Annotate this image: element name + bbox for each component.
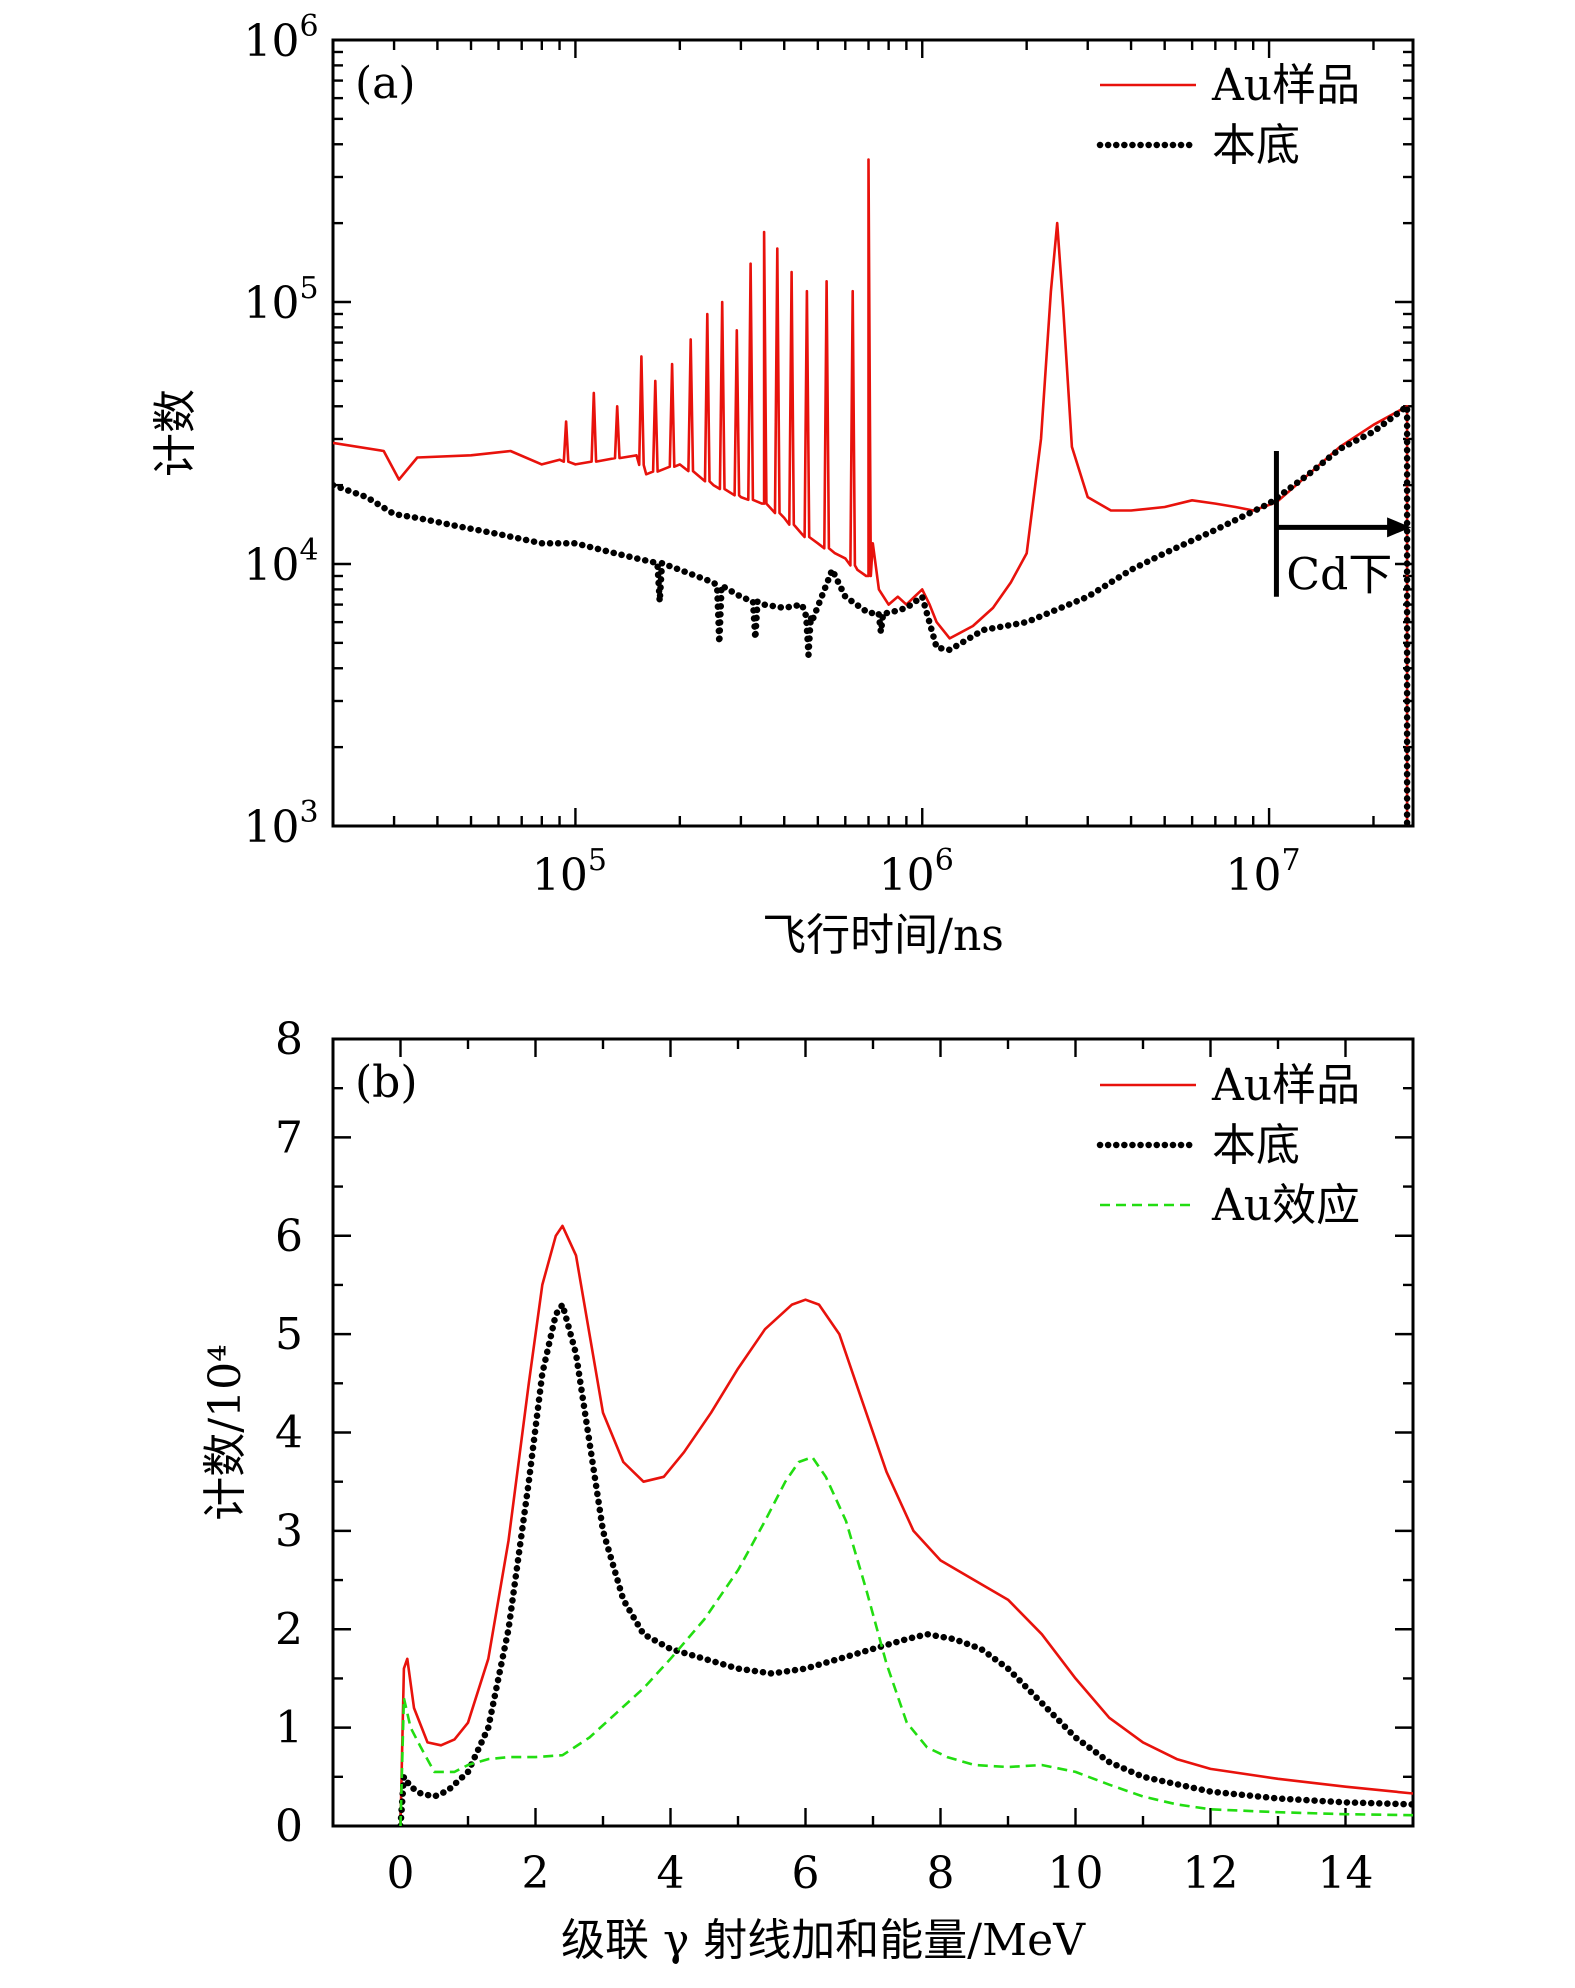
- panel-b-label: (b): [355, 1057, 418, 1108]
- x-tick-label: 107: [1226, 843, 1301, 901]
- panel-b-y-axis-label: 计数/10⁴: [200, 1344, 251, 1520]
- panel-b-series: [397, 1224, 1413, 1826]
- panel-a: 105 106 107 103 104 105 106 (a) 飞行时间/ns 计数 Cd下…: [150, 9, 1415, 961]
- arrow-head-icon: [1387, 517, 1412, 538]
- background-series: [333, 403, 1411, 826]
- cd-cutoff-annotation: Cd下: [1273, 450, 1412, 600]
- y-tick-label: 3: [275, 1506, 303, 1557]
- panel-a-x-axis-label: 飞行时间/ns: [762, 910, 1004, 961]
- y-tick-label: 105: [243, 271, 318, 329]
- y-tick-label: 6: [275, 1211, 303, 1262]
- panel-a-label: (a): [355, 58, 416, 109]
- background-series: [397, 1301, 1413, 1826]
- panel-a-tick-labels: 105 106 107 103 104 105 106: [243, 9, 1300, 901]
- x-tick-label: 105: [532, 843, 607, 901]
- cd-cutoff-label: Cd下: [1286, 549, 1392, 600]
- y-tick-label: 1: [275, 1703, 303, 1754]
- panel-a-frame: [331, 38, 1415, 828]
- x-tick-label: 10: [1048, 1848, 1104, 1899]
- x-tick-label: 2: [522, 1848, 550, 1899]
- y-tick-label: 106: [243, 9, 318, 67]
- y-tick-label: 5: [275, 1309, 303, 1360]
- x-tick-label: 0: [387, 1848, 415, 1899]
- x-tick-label: 14: [1318, 1848, 1374, 1899]
- x-tick-label: 6: [792, 1848, 820, 1899]
- x-tick-label: 106: [879, 843, 954, 901]
- y-tick-label: 103: [243, 795, 318, 853]
- panel-b-ticks: [331, 1037, 1415, 1828]
- au-effect-series: [399, 1455, 1413, 1826]
- y-tick-label: 2: [275, 1604, 303, 1655]
- y-tick-label: 0: [275, 1801, 303, 1852]
- x-tick-label: 12: [1183, 1848, 1239, 1899]
- x-tick-label: 8: [927, 1848, 955, 1899]
- y-tick-label: 104: [243, 533, 318, 591]
- au-sample-series: [333, 158, 1409, 826]
- panel-a-ticks: [331, 38, 1413, 828]
- legend-label: 本底: [1212, 1120, 1300, 1171]
- legend-label: Au样品: [1211, 1060, 1360, 1111]
- legend-label: Au效应: [1211, 1180, 1360, 1231]
- y-tick-label: 7: [275, 1112, 303, 1163]
- legend-label: Au样品: [1211, 60, 1360, 111]
- y-tick-label: 8: [275, 1014, 303, 1065]
- panel-a-y-axis-label: 计数: [150, 389, 201, 477]
- x-tick-label: 4: [657, 1848, 685, 1899]
- au-sample-series: [399, 1224, 1413, 1826]
- panel-a-series: [333, 158, 1411, 826]
- y-tick-label: 4: [275, 1408, 303, 1459]
- legend-label: 本底: [1212, 120, 1300, 171]
- panel-b-x-axis-label: 级联 γ 射线加和能量/MeV: [561, 1915, 1086, 1966]
